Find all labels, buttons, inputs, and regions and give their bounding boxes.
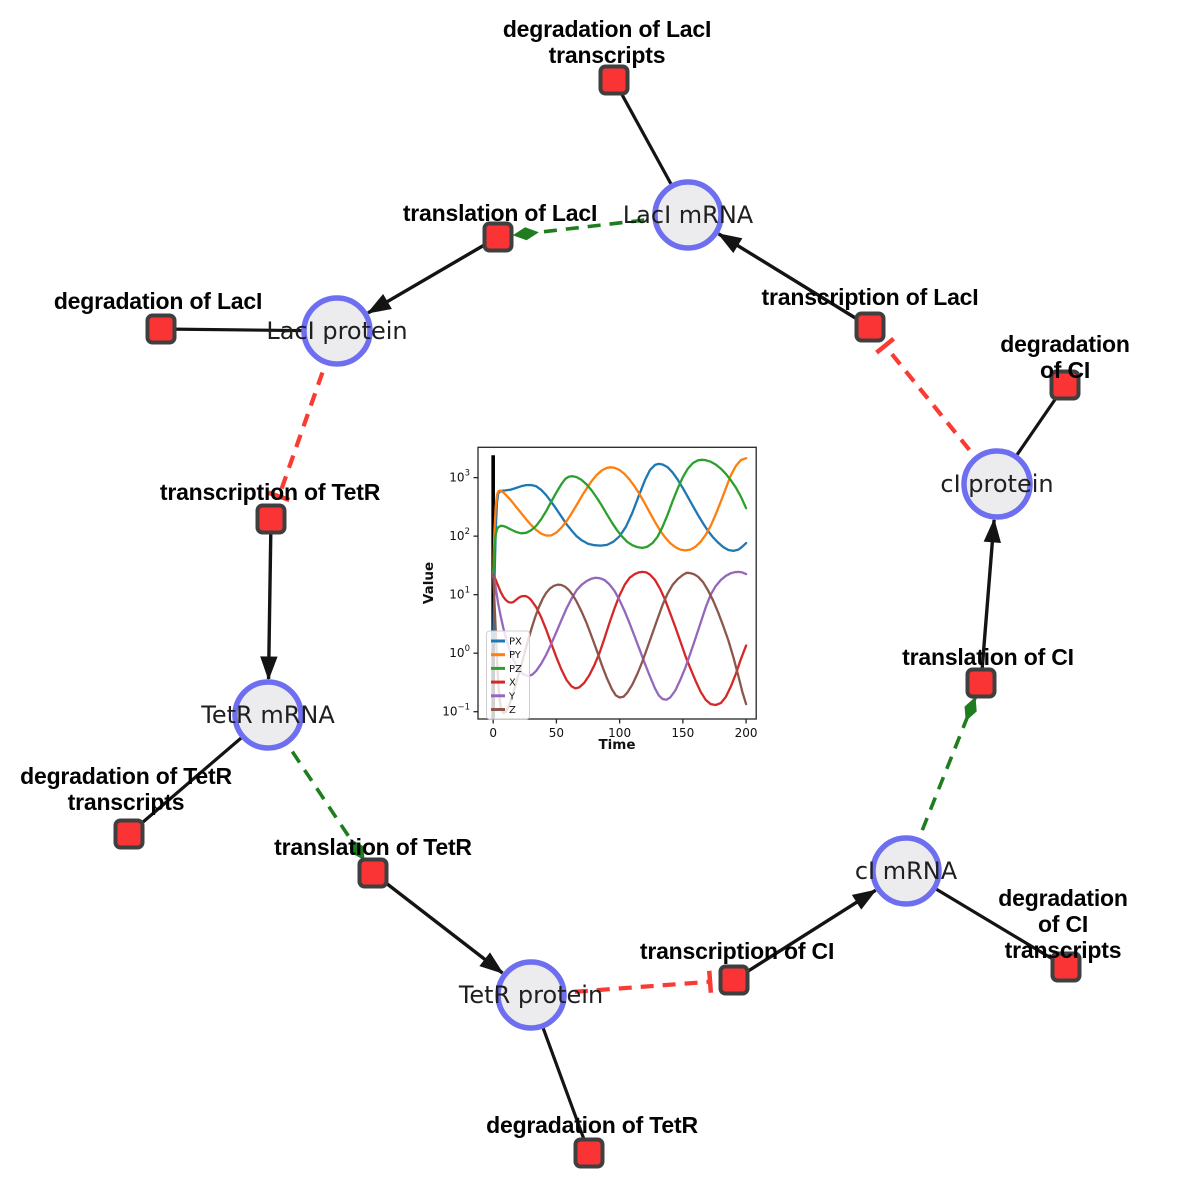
- chart-legend-box: [486, 630, 530, 720]
- chart-series-PX: [492, 462, 748, 645]
- edge-production-translation-of-tetr-to-tetr-protein: [371, 871, 503, 975]
- legend-label-X: X: [509, 678, 516, 689]
- y-tick-label: 101: [449, 586, 470, 602]
- reaction-node-degradation-of-tetr-transcripts[interactable]: [113, 818, 145, 850]
- species-node-tetr-protein[interactable]: [495, 959, 567, 1031]
- x-tick-label: 200: [735, 726, 758, 740]
- species-node-ci-protein[interactable]: [961, 448, 1033, 520]
- reaction-node-degradation-of-laci-transcripts[interactable]: [598, 64, 630, 96]
- edge-production-transcription-of-ci-to-ci-mrna: [733, 888, 876, 982]
- reaction-node-degradation-of-ci-transcripts[interactable]: [1050, 951, 1082, 983]
- edge-production-translation-of-laci-to-laci-protein: [368, 235, 499, 315]
- chart-series-group: [492, 457, 748, 715]
- edge-production-transcription-of-laci-to-laci-mrna: [719, 232, 871, 329]
- chart-series-PY: [492, 457, 748, 579]
- chart-y-axis-label: Value: [421, 562, 437, 604]
- species-node-laci-mrna[interactable]: [652, 179, 724, 251]
- nodes-layer: [113, 64, 1082, 1169]
- reaction-node-degradation-of-ci[interactable]: [1049, 369, 1081, 401]
- reaction-node-transcription-of-ci[interactable]: [718, 964, 750, 996]
- y-tick-label: 103: [449, 469, 470, 485]
- species-node-ci-mrna[interactable]: [870, 835, 942, 907]
- legend-label-PX: PX: [509, 637, 522, 648]
- chart-series-X: [492, 570, 748, 707]
- y-tick-label: 100: [449, 644, 470, 660]
- legend-label-PZ: PZ: [509, 664, 522, 675]
- x-tick-label: 0: [489, 726, 497, 740]
- reaction-node-translation-of-ci[interactable]: [965, 667, 997, 699]
- legend-label-Y: Y: [508, 691, 516, 702]
- reaction-node-degradation-of-laci[interactable]: [145, 313, 177, 345]
- legend-label-Z: Z: [509, 705, 516, 716]
- chart-series-PZ: [492, 458, 748, 579]
- reaction-node-transcription-of-tetr[interactable]: [255, 503, 287, 535]
- edge-production-translation-of-ci-to-ci-protein: [979, 520, 994, 684]
- x-tick-label: 150: [671, 726, 694, 740]
- legend-label-PY: PY: [509, 650, 522, 661]
- x-tick-label: 50: [549, 726, 564, 740]
- edge-production-transcription-of-tetr-to-tetr-mrna: [269, 518, 271, 679]
- reaction-node-degradation-of-tetr[interactable]: [573, 1137, 605, 1169]
- edges-layer: [127, 79, 1067, 1154]
- chart-axes-ticks: 0 50 100 150 200 10−1 100 101 102 103: [442, 469, 757, 740]
- reaction-node-transcription-of-laci[interactable]: [854, 311, 886, 343]
- y-tick-label: 102: [449, 527, 470, 543]
- reaction-node-translation-of-tetr[interactable]: [357, 857, 389, 889]
- y-tick-label: 10−1: [442, 703, 470, 719]
- time-series-chart: 0 50 100 150 200 10−1 100 101 102 103 PX PY PZ XYZ: [442, 446, 758, 740]
- reaction-node-translation-of-laci[interactable]: [482, 221, 514, 253]
- species-node-tetr-mrna[interactable]: [232, 679, 304, 751]
- chart-x-axis-label: Time: [598, 737, 635, 753]
- species-node-laci-protein[interactable]: [301, 295, 373, 367]
- x-tick-label: 100: [608, 726, 631, 740]
- chart-frame: [477, 446, 757, 720]
- chart-legend: PX PY PZ XYZ: [486, 630, 530, 720]
